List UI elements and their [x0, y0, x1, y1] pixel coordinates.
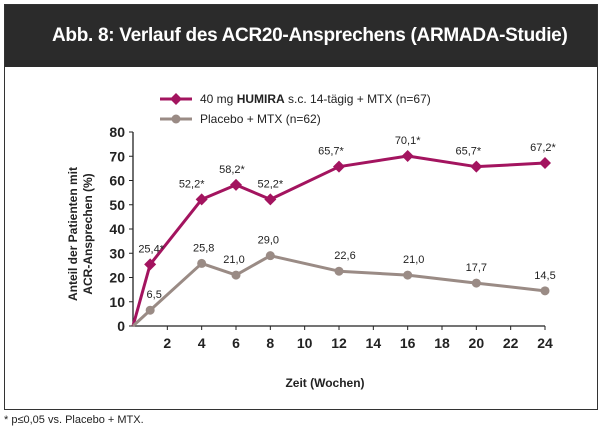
x-tick-label: 22: [503, 335, 519, 351]
figure-frame: Abb. 8: Verlauf des ACR20-Ansprechens (A…: [4, 4, 598, 410]
y-tick-label: 80: [109, 124, 125, 140]
data-label-humira: 70,1*: [395, 135, 421, 147]
legend-marker-humira: [170, 93, 182, 105]
data-label-humira: 65,7*: [455, 146, 481, 158]
x-tick-label: 14: [366, 335, 382, 351]
data-point-humira: [144, 258, 157, 271]
data-point-placebo: [197, 258, 207, 268]
x-tick-label: 24: [537, 335, 553, 351]
y-tick-label: 40: [109, 221, 125, 237]
y-axis-title: ACR-Ansprechen (%): [81, 173, 95, 294]
y-axis-title: Anteil der Patienten mit: [66, 167, 80, 301]
data-label-humira: 58,2*: [219, 164, 245, 176]
y-tick-label: 60: [109, 173, 125, 189]
data-point-placebo: [471, 278, 481, 288]
y-tick-label: 20: [109, 270, 125, 286]
data-point-placebo: [231, 270, 241, 280]
data-label-humira: 67,2*: [530, 142, 556, 154]
data-label-placebo: 21,0: [223, 254, 244, 266]
data-point-placebo: [334, 266, 344, 276]
x-tick-label: 10: [297, 335, 313, 351]
y-tick-label: 30: [109, 245, 125, 261]
y-tick-label: 10: [109, 294, 125, 310]
data-label-humira: 52,2*: [179, 178, 205, 190]
data-point-placebo: [540, 286, 550, 296]
data-point-humira: [264, 193, 277, 206]
data-label-placebo: 17,7: [466, 262, 487, 274]
data-label-placebo: 29,0: [258, 235, 279, 247]
data-point-humira: [401, 150, 414, 163]
x-tick-label: 4: [198, 335, 206, 351]
data-point-placebo: [265, 251, 275, 261]
data-point-humira: [470, 160, 483, 173]
y-tick-label: 0: [117, 318, 125, 334]
x-tick-label: 6: [232, 335, 240, 351]
legend-label: Placebo + MTX (n=62): [200, 112, 321, 126]
footnote: * p≤0,05 vs. Placebo + MTX.: [4, 414, 144, 426]
data-point-placebo: [403, 270, 413, 280]
x-tick-label: 12: [331, 335, 347, 351]
x-tick-label: 20: [469, 335, 485, 351]
figure-title: Abb. 8: Verlauf des ACR20-Ansprechens (A…: [52, 25, 568, 46]
x-axis-title: Zeit (Wochen): [285, 376, 364, 390]
data-label-humira: 52,2*: [257, 178, 283, 190]
data-label-placebo: 25,8: [193, 242, 214, 254]
data-point-humira: [195, 193, 208, 206]
data-label-placebo: 22,6: [334, 250, 355, 262]
figure-header: Abb. 8: Verlauf des ACR20-Ansprechens (A…: [5, 5, 597, 67]
data-point-humira: [333, 160, 345, 173]
data-label-humira: 65,7*: [318, 146, 344, 158]
y-tick-label: 50: [109, 197, 125, 213]
data-label-humira: 25,4*: [138, 243, 164, 255]
data-point-placebo: [145, 305, 155, 315]
y-tick-label: 70: [109, 148, 125, 164]
data-label-placebo: 14,5: [534, 270, 555, 282]
data-label-placebo: 21,0: [403, 254, 424, 266]
data-label-placebo: 6,5: [147, 289, 162, 301]
x-tick-label: 18: [434, 335, 450, 351]
data-point-humira: [230, 178, 242, 191]
x-tick-label: 8: [266, 335, 274, 351]
data-point-humira: [539, 157, 551, 170]
legend-label: 40 mg HUMIRA s.c. 14-tägig + MTX (n=67): [200, 92, 431, 106]
x-tick-label: 16: [400, 335, 416, 351]
legend-marker-placebo: [171, 114, 181, 124]
x-tick-label: 2: [163, 335, 171, 351]
